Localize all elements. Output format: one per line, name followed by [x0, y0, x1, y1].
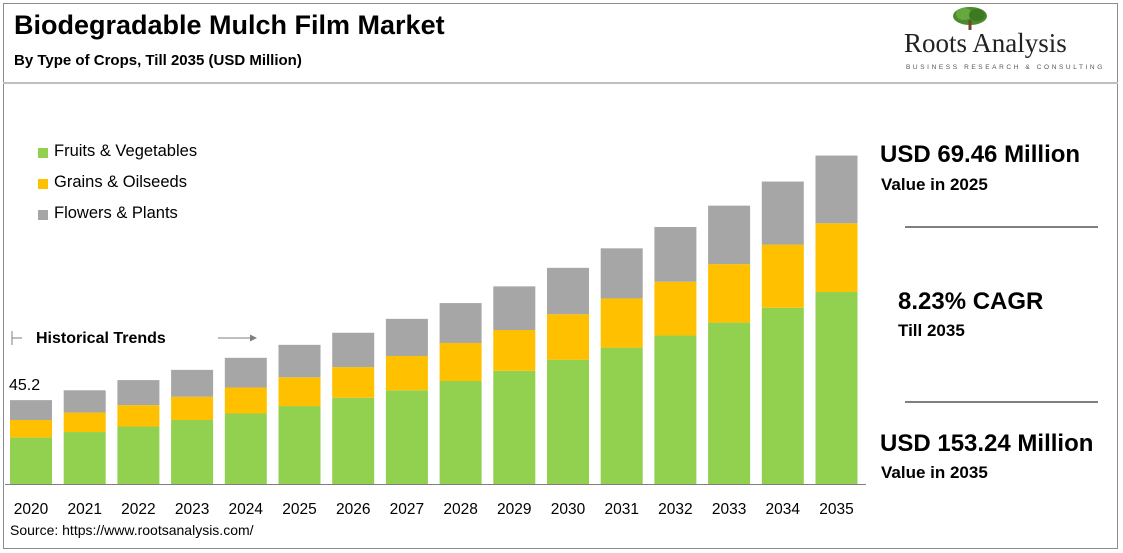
logo-name: Roots Analysis [904, 28, 1067, 58]
bar-2029-series-1 [493, 370, 536, 484]
x-tick-label: 2023 [175, 501, 209, 518]
bar-2032-series-3 [654, 227, 697, 282]
bar-2033-series-2 [708, 264, 751, 323]
bar-2026-series-3 [332, 332, 375, 368]
bar-2027-series-2 [385, 355, 428, 391]
chart-frame [3, 3, 1118, 549]
chart-subtitle: By Type of Crops, Till 2035 (USD Million… [14, 52, 302, 69]
bar-2035-series-2 [815, 223, 858, 292]
x-tick-label: 2033 [712, 501, 746, 518]
bar-2027-series-3 [385, 318, 428, 356]
bar-2025-series-2 [278, 377, 321, 407]
bar-2024-series-3 [224, 357, 267, 388]
roots-analysis-logo: Roots Analysis BUSINESS RESEARCH & CONSU… [900, 6, 1110, 74]
legend-swatch-grains [38, 179, 48, 189]
bar-2030-series-2 [547, 314, 589, 360]
legend-label-grains: Grains & Oilseeds [54, 173, 187, 191]
legend-swatch-fruits [38, 148, 48, 158]
x-tick-label: 2027 [390, 501, 424, 518]
bar-2026-series-2 [332, 367, 375, 398]
x-tick-label: 2028 [443, 501, 477, 518]
bar-2020-series-3 [10, 400, 52, 420]
x-tick-label: 2034 [766, 501, 801, 518]
bar-2026-series-1 [332, 397, 375, 484]
bar-2034-series-1 [761, 307, 804, 484]
x-tick-label: 2024 [229, 501, 264, 518]
x-tick-label: 2029 [497, 501, 531, 518]
bar-2034-series-2 [761, 244, 804, 308]
x-tick-label: 2030 [551, 501, 586, 518]
kpi-cagr: 8.23% CAGR [898, 288, 1044, 315]
bar-2023-series-1 [171, 419, 214, 484]
x-tick-label: 2021 [67, 501, 101, 518]
bar-2028-series-2 [439, 342, 482, 382]
kpi-value-2025: USD 69.46 Million [880, 141, 1081, 168]
data-label-2020: 45.2 [9, 377, 40, 394]
bar-2027-series-1 [385, 390, 428, 484]
bar-2020-series-1 [10, 437, 52, 484]
bar-2021-series-2 [63, 412, 106, 433]
bar-2033-series-1 [708, 322, 751, 484]
bar-2030-series-3 [547, 267, 589, 315]
bar-2035-series-1 [815, 291, 858, 484]
legend-swatch-flowers [38, 210, 48, 220]
x-tick-label: 2025 [282, 501, 316, 518]
bar-2032-series-2 [654, 281, 697, 336]
bar-2023-series-3 [171, 369, 214, 397]
legend-label-flowers: Flowers & Plants [54, 204, 178, 222]
bar-2029-series-3 [493, 286, 536, 330]
annotation-historical-trends: Historical Trends [36, 330, 166, 347]
bar-2028-series-1 [439, 381, 482, 484]
bar-2031-series-2 [600, 298, 643, 348]
bar-2021-series-1 [63, 432, 106, 484]
stacked-bar-chart: 2020 2021 2022 2023 2024 2025 2026 2027 2028 2029… [5, 155, 866, 518]
x-tick-label: 2032 [658, 501, 692, 518]
bar-2024-series-1 [224, 413, 267, 484]
kpi-value-2035: USD 153.24 Million [880, 430, 1094, 457]
kpi-value-2035-label: Value in 2035 [881, 463, 988, 482]
bar-2033-series-3 [708, 205, 751, 265]
bar-2025-series-1 [278, 406, 321, 484]
bar-2034-series-3 [761, 181, 804, 245]
bar-2022-series-3 [117, 380, 160, 406]
bar-2025-series-3 [278, 344, 321, 378]
source-note: Source: https://www.rootsanalysis.com/ [10, 522, 254, 538]
bar-2030-series-1 [547, 359, 589, 484]
bar-2032-series-1 [654, 335, 697, 484]
bar-2031-series-3 [600, 248, 643, 299]
bar-2028-series-3 [439, 303, 482, 343]
x-tick-label: 2022 [121, 501, 155, 518]
x-tick-label: 2031 [604, 501, 638, 518]
bar-2023-series-2 [171, 396, 214, 420]
kpi-value-2025-label: Value in 2025 [881, 175, 988, 194]
bar-2029-series-2 [493, 329, 536, 371]
tree-icon [953, 7, 987, 30]
kpi-divider-top [905, 226, 1098, 228]
x-tick-label: 2026 [336, 501, 370, 518]
logo-tagline: BUSINESS RESEARCH & CONSULTING [906, 64, 1105, 71]
bar-2021-series-3 [63, 390, 106, 413]
x-tick-label: 2035 [819, 501, 853, 518]
legend-label-fruits: Fruits & Vegetables [54, 142, 198, 160]
chart-title: Biodegradable Mulch Film Market [14, 10, 445, 40]
bar-2022-series-1 [117, 426, 160, 484]
header-divider [3, 82, 1118, 84]
bar-2024-series-2 [224, 387, 267, 414]
x-tick-label: 2020 [14, 501, 49, 518]
kpi-cagr-label: Till 2035 [898, 321, 965, 340]
bar-2020-series-2 [10, 419, 52, 438]
kpi-divider-bottom [905, 401, 1098, 403]
bar-2022-series-2 [117, 405, 160, 427]
bar-2031-series-1 [600, 347, 643, 484]
bar-2035-series-3 [815, 155, 858, 224]
annotation-arrow-head [250, 334, 257, 342]
